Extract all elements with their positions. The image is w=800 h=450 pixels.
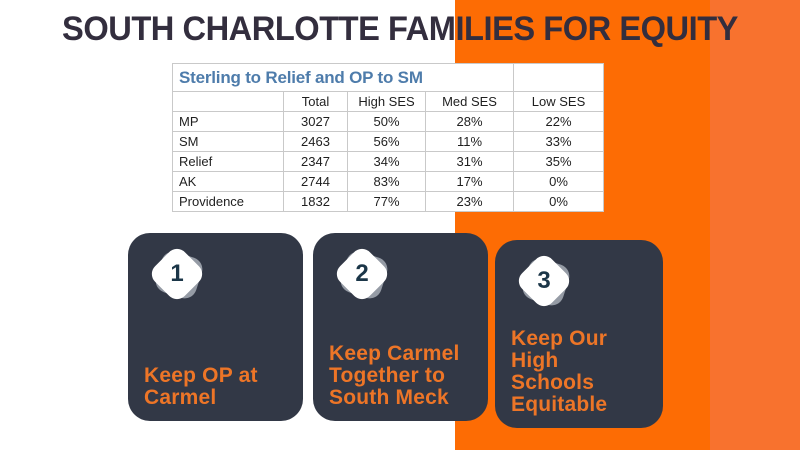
cell-med-ses: 23% (424, 191, 515, 212)
table-row: MP 3027 50% 28% 22% (172, 111, 605, 132)
row-label: AK (172, 171, 284, 192)
cell-med-ses: 28% (424, 111, 515, 132)
cell-med-ses: 17% (424, 171, 515, 192)
badge-number: 1 (170, 260, 184, 287)
row-label: Relief (172, 151, 284, 172)
card-title: Keep OP at Carmel (144, 363, 258, 409)
cell-total: 2463 (283, 131, 348, 152)
cell-low-ses: 22% (513, 111, 605, 132)
card-title: Keep Carmel Together to South Meck (329, 341, 460, 409)
ses-data-table: Sterling to Relief and OP to SM Total Hi… (171, 63, 605, 212)
cell-med-ses: 31% (424, 151, 515, 172)
page-title: SOUTH CHARLOTTE FAMILIES FOR EQUITY (62, 10, 738, 48)
column-header-low-ses: Low SES (513, 91, 605, 112)
row-label: Providence (172, 191, 284, 212)
cell-total: 2744 (283, 171, 348, 192)
cell-high-ses: 56% (347, 131, 426, 152)
cell-high-ses: 50% (347, 111, 426, 132)
cell-high-ses: 83% (347, 171, 426, 192)
table-title-empty-cell (513, 63, 605, 92)
cell-low-ses: 35% (513, 151, 605, 172)
badge-number: 2 (355, 260, 369, 287)
number-badge: 2 (332, 244, 392, 304)
card-keep-carmel-together: 2 Keep Carmel Together to South Meck (313, 233, 488, 421)
card-keep-op-at-carmel: 1 Keep OP at Carmel (128, 233, 303, 421)
row-label: SM (172, 131, 284, 152)
column-header-med-ses: Med SES (424, 91, 515, 112)
column-header-blank (172, 91, 284, 112)
cell-low-ses: 0% (513, 191, 605, 212)
cell-low-ses: 33% (513, 131, 605, 152)
cell-high-ses: 34% (347, 151, 426, 172)
column-header-high-ses: High SES (347, 91, 426, 112)
badge-number: 3 (537, 267, 551, 294)
cell-med-ses: 11% (424, 131, 515, 152)
cell-total: 2347 (283, 151, 348, 172)
cell-total: 3027 (283, 111, 348, 132)
table-row: Relief 2347 34% 31% 35% (172, 151, 605, 172)
row-label: MP (172, 111, 284, 132)
table-header-row: Total High SES Med SES Low SES (172, 91, 605, 112)
cell-low-ses: 0% (513, 171, 605, 192)
table-row: Providence 1832 77% 23% 0% (172, 191, 605, 212)
number-badge: 3 (514, 251, 574, 311)
table-row: SM 2463 56% 11% 33% (172, 131, 605, 152)
table-row: AK 2744 83% 17% 0% (172, 171, 605, 192)
card-keep-high-schools-equitable: 3 Keep Our High Schools Equitable (495, 240, 663, 428)
table-title-row: Sterling to Relief and OP to SM (171, 63, 605, 92)
cell-total: 1832 (283, 191, 348, 212)
column-header-total: Total (283, 91, 348, 112)
number-badge: 1 (147, 244, 207, 304)
cell-high-ses: 77% (347, 191, 426, 212)
orange-background-band-light (710, 0, 800, 450)
card-title: Keep Our High Schools Equitable (511, 326, 608, 416)
table-title: Sterling to Relief and OP to SM (171, 63, 515, 92)
